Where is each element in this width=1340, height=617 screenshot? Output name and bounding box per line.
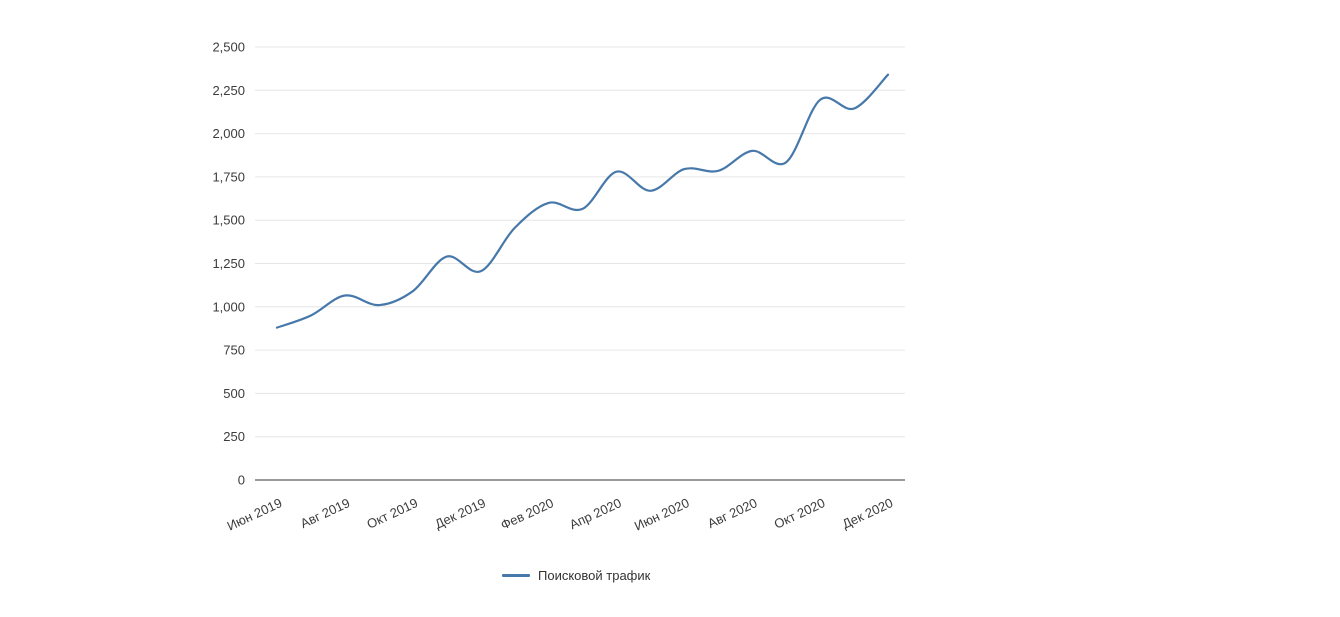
y-tick-label: 500	[223, 386, 245, 401]
x-tick-label: Авг 2020	[705, 495, 759, 531]
x-tick-label: Дек 2019	[432, 495, 488, 532]
x-tick-label: Апр 2020	[567, 495, 624, 532]
y-tick-label: 250	[223, 429, 245, 444]
y-tick-label: 1,750	[212, 169, 245, 184]
y-tick-label: 750	[223, 343, 245, 358]
y-tick-label: 1,500	[212, 213, 245, 228]
x-tick-label: Окт 2020	[772, 495, 828, 532]
x-tick-label: Окт 2019	[364, 495, 420, 532]
chart-legend: Поисковой трафик	[502, 568, 650, 583]
traffic-line-series	[275, 73, 890, 329]
x-tick-label: Авг 2019	[298, 495, 352, 531]
y-tick-label: 2,250	[212, 83, 245, 98]
y-tick-label: 0	[238, 473, 245, 488]
legend-line-swatch	[502, 574, 530, 577]
x-tick-label: Июн 2020	[632, 495, 692, 533]
y-tick-label: 2,500	[212, 40, 245, 55]
y-tick-label: 2,000	[212, 126, 245, 141]
x-tick-label: Июн 2019	[225, 495, 285, 533]
y-tick-label: 1,250	[212, 256, 245, 271]
y-tick-label: 1,000	[212, 299, 245, 314]
x-tick-label: Дек 2020	[840, 495, 896, 532]
x-tick-label: Фев 2020	[498, 495, 556, 532]
legend-label: Поисковой трафик	[538, 568, 651, 583]
